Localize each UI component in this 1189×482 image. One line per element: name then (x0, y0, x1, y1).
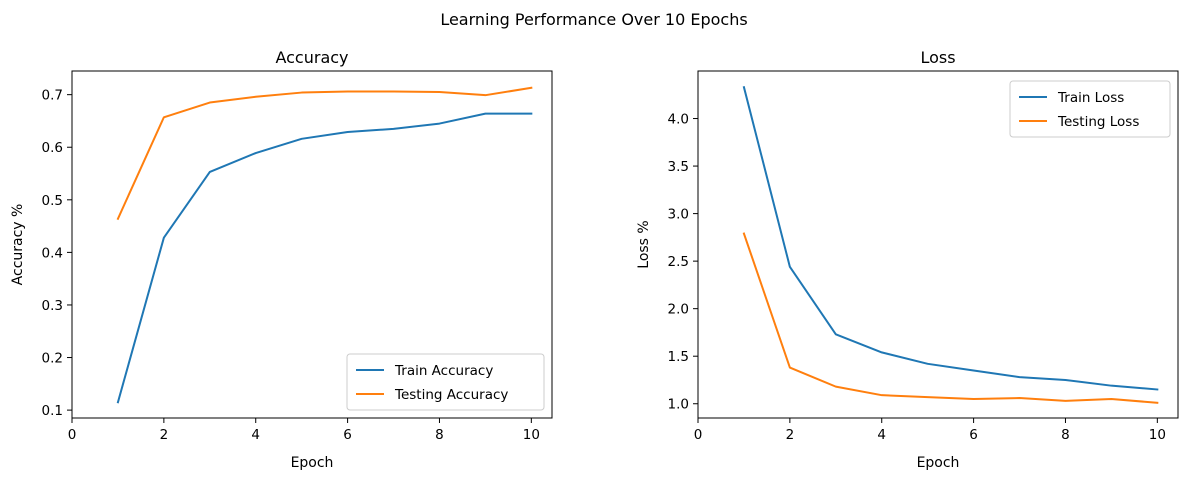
loss-axes: Loss 0 2 4 6 8 10 1.0 1.5 2.0 2.5 3.0 3.5 4.0 Epoch Los… (636, 48, 1179, 471)
accuracy-xtick-label: 10 (523, 427, 540, 443)
loss-title: Loss (920, 48, 955, 67)
loss-legend: Train Loss Testing Loss (1009, 80, 1171, 138)
loss-series-train-line (742, 85, 1159, 391)
accuracy-legend-label-train: Train Accuracy (394, 363, 493, 379)
accuracy-xlabel: Epoch (291, 455, 334, 471)
loss-ytick-label: 1.0 (668, 397, 689, 413)
loss-ylabel: Loss % (636, 220, 652, 268)
loss-ytick-label: 2.5 (668, 254, 689, 270)
accuracy-xtick-label: 8 (435, 427, 444, 443)
accuracy-xtick-label: 6 (343, 427, 352, 443)
loss-legend-label-train: Train Loss (1057, 90, 1124, 106)
loss-xtick-label: 2 (786, 427, 795, 443)
loss-xtick-label: 4 (877, 427, 886, 443)
loss-xtick-label: 6 (969, 427, 978, 443)
accuracy-plot-frame (71, 70, 553, 419)
loss-ytick-label: 2.0 (668, 302, 689, 318)
loss-xlabel: Epoch (917, 455, 960, 471)
loss-ytick-label: 3.0 (668, 207, 689, 223)
accuracy-xtick-label: 0 (68, 427, 77, 443)
accuracy-ylabel: Accuracy % (10, 204, 26, 286)
accuracy-title: Accuracy (275, 48, 348, 67)
accuracy-series-testing-line (116, 86, 533, 221)
loss-xtick-label: 8 (1061, 427, 1070, 443)
loss-xtick-label: 10 (1149, 427, 1166, 443)
accuracy-series-train-line (116, 112, 533, 404)
accuracy-xtick-label: 4 (251, 427, 260, 443)
accuracy-ytick-label: 0.7 (42, 88, 63, 104)
accuracy-ytick-label: 0.2 (42, 351, 63, 367)
loss-ytick-label: 1.5 (668, 349, 689, 365)
accuracy-xtick-label: 2 (160, 427, 169, 443)
accuracy-legend-box (346, 353, 545, 411)
accuracy-ytick-label: 0.3 (42, 298, 63, 314)
accuracy-legend: Train Accuracy Testing Accuracy (346, 353, 545, 411)
loss-plot-frame (697, 70, 1179, 419)
loss-xtick-label: 0 (694, 427, 703, 443)
figure-suptitle: Learning Performance Over 10 Epochs (440, 10, 747, 29)
loss-ytick-label: 4.0 (668, 112, 689, 128)
loss-legend-label-testing: Testing Loss (1057, 114, 1139, 130)
accuracy-ytick-label: 0.5 (42, 193, 63, 209)
loss-ytick-label: 3.5 (668, 159, 689, 175)
accuracy-ytick-label: 0.4 (42, 245, 63, 261)
loss-series-testing-line (742, 232, 1159, 404)
accuracy-ytick-label: 0.1 (42, 403, 63, 419)
loss-legend-box (1009, 80, 1171, 138)
accuracy-legend-label-testing: Testing Accuracy (394, 387, 508, 403)
accuracy-axes: Accuracy 0 2 4 6 8 10 0.1 0.2 0.3 0.4 0.5 0.6 0.7 Epoc… (10, 48, 553, 471)
accuracy-ytick-label: 0.6 (42, 140, 63, 156)
